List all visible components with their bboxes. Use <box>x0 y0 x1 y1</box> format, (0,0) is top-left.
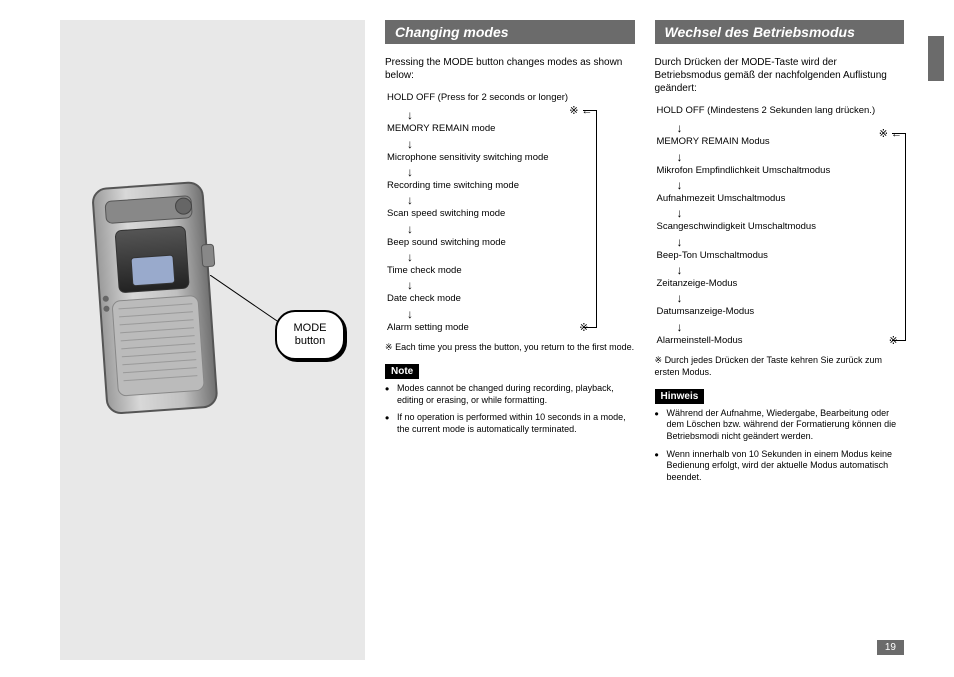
intro-de: Durch Drücken der MODE-Taste wird der Be… <box>655 56 905 95</box>
arrow-icon: ↓ <box>657 122 905 134</box>
callout-line <box>210 275 280 335</box>
mode-button-callout: MODE button <box>275 310 345 360</box>
arrow-icon: ↓ <box>387 109 635 121</box>
arrow-icon: ↓ <box>657 207 905 219</box>
footnote-symbol: ※ <box>655 355 663 365</box>
footnote-en: ※ Each time you press the button, you re… <box>385 342 635 354</box>
footnote-de: ※ Durch jedes Drücken der Taste kehren S… <box>655 355 905 378</box>
return-line-bottom <box>583 327 597 328</box>
arrow-icon: ↓ <box>657 321 905 333</box>
return-line <box>905 133 906 341</box>
arrow-icon: ↓ <box>387 251 635 263</box>
mode-item: Zeitanzeige-Modus <box>657 278 905 290</box>
mode-item: Microphone sensitivity switching mode <box>387 152 635 164</box>
text-columns: Changing modes Pressing the MODE button … <box>365 0 954 677</box>
mode-item: Time check mode <box>387 265 635 277</box>
note-item: Während der Aufnahme, Wiedergabe, Bearbe… <box>655 408 905 443</box>
mode-item: MEMORY REMAIN mode <box>387 123 635 135</box>
note-header-de: Hinweis <box>655 389 705 404</box>
mode-item: Beep sound switching mode <box>387 237 635 249</box>
return-line-top <box>892 133 906 134</box>
mode-item: Scan speed switching mode <box>387 208 635 220</box>
footnote-text: Durch jedes Drücken der Taste kehren Sie… <box>655 355 883 377</box>
arrow-icon: ↓ <box>387 194 635 206</box>
arrow-icon: ↓ <box>387 223 635 235</box>
mode-item: Date check mode <box>387 293 635 305</box>
hold-off-de: HOLD OFF (Mindestens 2 Sekunden lang drü… <box>657 105 905 116</box>
device-illustration-panel: MODE button <box>60 20 365 660</box>
return-line <box>596 110 597 328</box>
hold-off-en: HOLD OFF (Press for 2 seconds or longer) <box>387 92 635 103</box>
arrow-icon: ↓ <box>657 292 905 304</box>
arrow-icon: ↓ <box>657 179 905 191</box>
english-column: Changing modes Pressing the MODE button … <box>385 20 635 677</box>
german-column: Wechsel des Betriebsmodus Durch Drücken … <box>655 20 905 677</box>
mode-item: Aufnahmezeit Umschaltmodus <box>657 193 905 205</box>
edge-tab <box>928 36 944 81</box>
note-item: Wenn innerhalb von 10 Sekunden in einem … <box>655 449 905 484</box>
return-line-bottom <box>892 340 906 341</box>
device-recorder-image <box>90 180 230 420</box>
return-line-top <box>583 110 597 111</box>
section-header-en: Changing modes <box>385 20 635 44</box>
mode-list-de: HOLD OFF (Mindestens 2 Sekunden lang drü… <box>655 105 905 347</box>
callout-text: MODE button <box>277 322 343 348</box>
arrow-icon: ↓ <box>657 264 905 276</box>
intro-en: Pressing the MODE button changes modes a… <box>385 56 635 82</box>
mode-item: Recording time switching mode <box>387 180 635 192</box>
mode-list-en: HOLD OFF (Press for 2 seconds or longer)… <box>385 92 635 334</box>
arrow-icon: ↓ <box>387 279 635 291</box>
mode-item: MEMORY REMAIN Modus <box>657 136 905 148</box>
arrow-icon: ↓ <box>387 138 635 150</box>
mode-item: Alarm setting mode <box>387 322 635 334</box>
note-item: If no operation is performed within 10 s… <box>385 412 635 435</box>
page-number: 19 <box>877 640 904 655</box>
mode-item: Alarmeinstell-Modus <box>657 335 905 347</box>
mode-item: Beep-Ton Umschaltmodus <box>657 250 905 262</box>
mode-item: Scangeschwindigkeit Umschaltmodus <box>657 221 905 233</box>
note-header-en: Note <box>385 364 419 379</box>
footnote-text: Each time you press the button, you retu… <box>395 342 634 352</box>
mode-item: Mikrofon Empfindlichkeit Umschaltmodus <box>657 165 905 177</box>
note-list-en: Modes cannot be changed during recording… <box>385 383 635 436</box>
arrow-icon: ↓ <box>387 166 635 178</box>
arrow-icon: ↓ <box>657 151 905 163</box>
arrow-icon: ↓ <box>657 236 905 248</box>
section-header-de: Wechsel des Betriebsmodus <box>655 20 905 44</box>
footnote-symbol: ※ <box>385 342 393 352</box>
note-list-de: Während der Aufnahme, Wiedergabe, Bearbe… <box>655 408 905 484</box>
arrow-icon: ↓ <box>387 308 635 320</box>
mode-item: Datumsanzeige-Modus <box>657 306 905 318</box>
manual-page: MODE button Changing modes Pressing the … <box>0 0 954 677</box>
note-item: Modes cannot be changed during recording… <box>385 383 635 406</box>
